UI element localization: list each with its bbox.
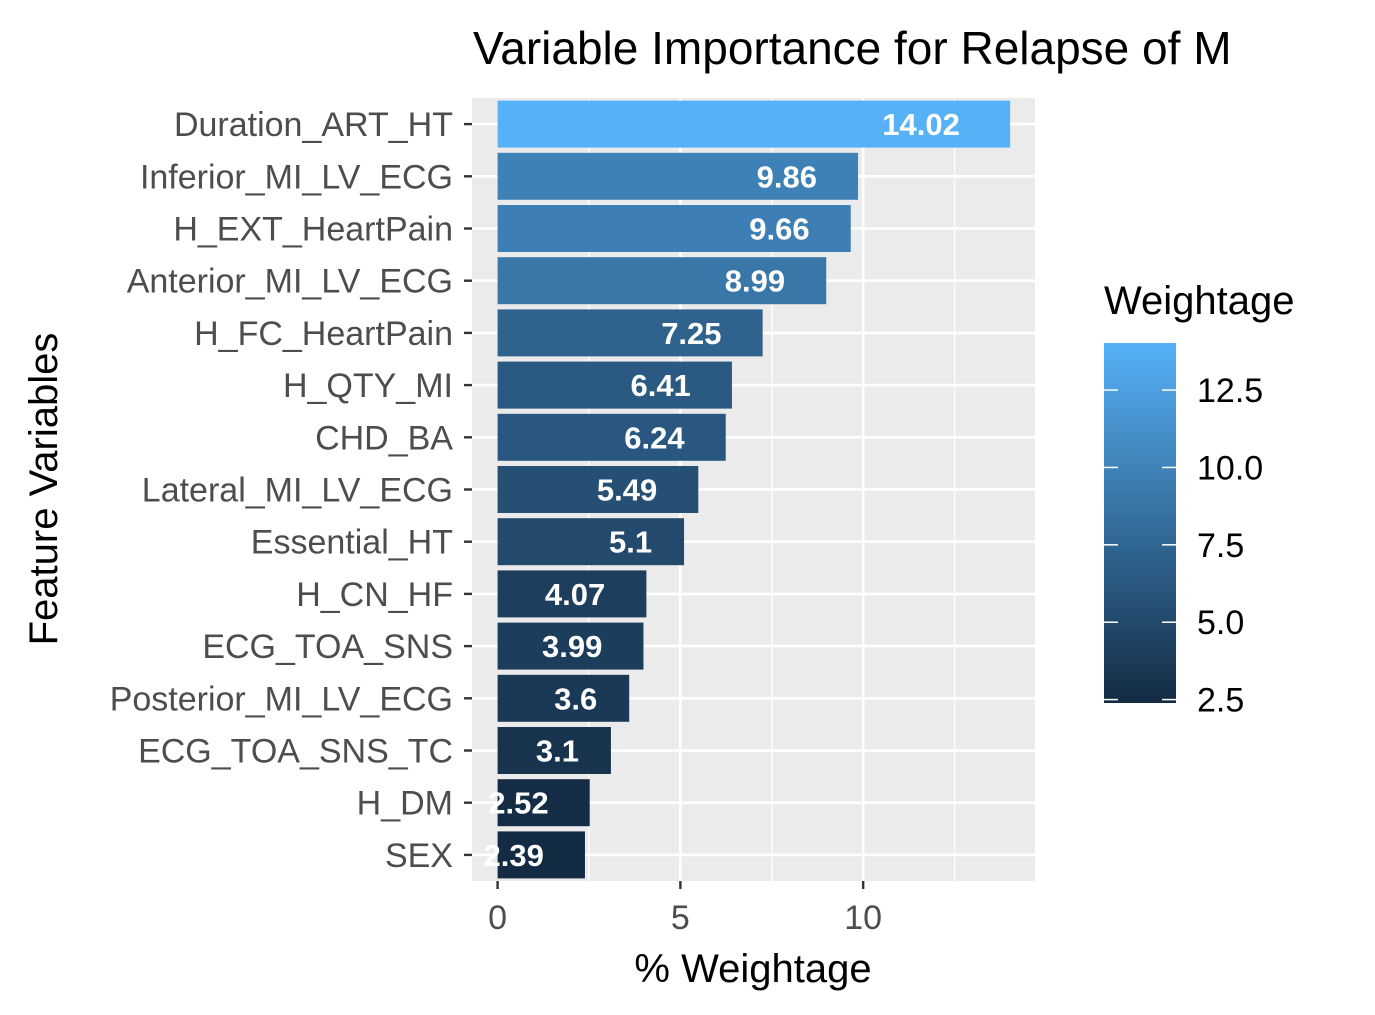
- bar: [497, 622, 644, 670]
- y-axis: Duration_ART_HT Inferior_MI_LV_ECG H_EXT_H…: [110, 106, 472, 875]
- x-tick-label: 0: [488, 899, 507, 937]
- data-labels: 14.02 9.86 9.66 8.997.25 6.41 6.24 5.49 5.14.07…: [484, 107, 960, 873]
- bar: [497, 413, 726, 461]
- y-tick-label: H_DM: [357, 785, 453, 823]
- y-tick-label: CHD_BA: [315, 419, 453, 457]
- data-label: 9.66: [749, 212, 809, 247]
- bar: [497, 674, 630, 722]
- bar: [497, 100, 1011, 148]
- y-tick-label: H_CN_HF: [296, 576, 453, 614]
- y-tick-label: Essential_HT: [251, 524, 453, 562]
- bar: [497, 257, 827, 305]
- x-axis: 0 5 10: [488, 881, 882, 937]
- y-tick-label: Inferior_MI_LV_ECG: [140, 158, 453, 196]
- data-label: 7.25: [661, 316, 721, 351]
- y-tick-label: Posterior_MI_LV_ECG: [110, 680, 453, 718]
- y-tick-label: ECG_TOA_SNS_TC: [138, 733, 453, 771]
- y-tick-label: H_EXT_HeartPain: [173, 211, 453, 249]
- y-tick-label: SEX: [385, 837, 453, 875]
- data-label: 2.39: [484, 838, 544, 873]
- y-tick-label: ECG_TOA_SNS: [202, 628, 453, 666]
- legend-tick-label: 12.5: [1197, 372, 1263, 410]
- y-tick-label: Lateral_MI_LV_ECG: [142, 472, 453, 510]
- y-tick-label: H_QTY_MI: [283, 367, 453, 405]
- legend-tick-label: 5.0: [1197, 604, 1244, 642]
- legend-colorbar: [1104, 343, 1176, 703]
- bar: [497, 727, 611, 774]
- data-label: 5.49: [597, 473, 657, 508]
- x-axis-title: % Weightage: [634, 947, 871, 991]
- legend: Weightage 12.5 10.0 7.5 5.0 2.5: [1104, 279, 1295, 720]
- data-label: 4.07: [545, 577, 605, 612]
- legend-title: Weightage: [1104, 279, 1295, 323]
- bar: [497, 570, 647, 618]
- y-axis-title: Feature Variables: [22, 333, 66, 646]
- y-tick-label: H_FC_HeartPain: [194, 315, 453, 353]
- bar: [497, 309, 763, 357]
- data-label: 3.1: [536, 734, 579, 769]
- x-tick-label: 10: [844, 899, 882, 937]
- data-label: 6.24: [624, 420, 685, 455]
- bar: [497, 518, 685, 566]
- legend-tick-label: 2.5: [1197, 682, 1244, 720]
- legend-tick-label: 10.0: [1197, 449, 1263, 487]
- data-label: 8.99: [725, 264, 785, 299]
- legend-ticks: 12.5 10.0 7.5 5.0 2.5: [1104, 372, 1263, 720]
- data-label: 5.1: [609, 525, 652, 560]
- legend-tick-label: 7.5: [1197, 527, 1244, 565]
- bar: [497, 779, 590, 827]
- bars: [497, 100, 1011, 879]
- y-tick-label: Anterior_MI_LV_ECG: [127, 263, 453, 301]
- bar: [497, 361, 732, 409]
- bar: [497, 831, 585, 879]
- data-label: 3.6: [554, 681, 597, 716]
- data-label: 14.02: [882, 107, 960, 142]
- data-label: 6.41: [630, 368, 690, 403]
- data-label: 2.52: [488, 786, 548, 821]
- data-label: 3.99: [542, 629, 602, 664]
- x-tick-label: 5: [671, 899, 690, 937]
- bar: [497, 205, 851, 252]
- bar: [497, 152, 859, 200]
- chart-title: Variable Importance for Relapse of M: [473, 22, 1232, 74]
- data-label: 9.86: [757, 159, 817, 194]
- bar: [497, 466, 699, 513]
- y-tick-label: Duration_ART_HT: [174, 106, 453, 144]
